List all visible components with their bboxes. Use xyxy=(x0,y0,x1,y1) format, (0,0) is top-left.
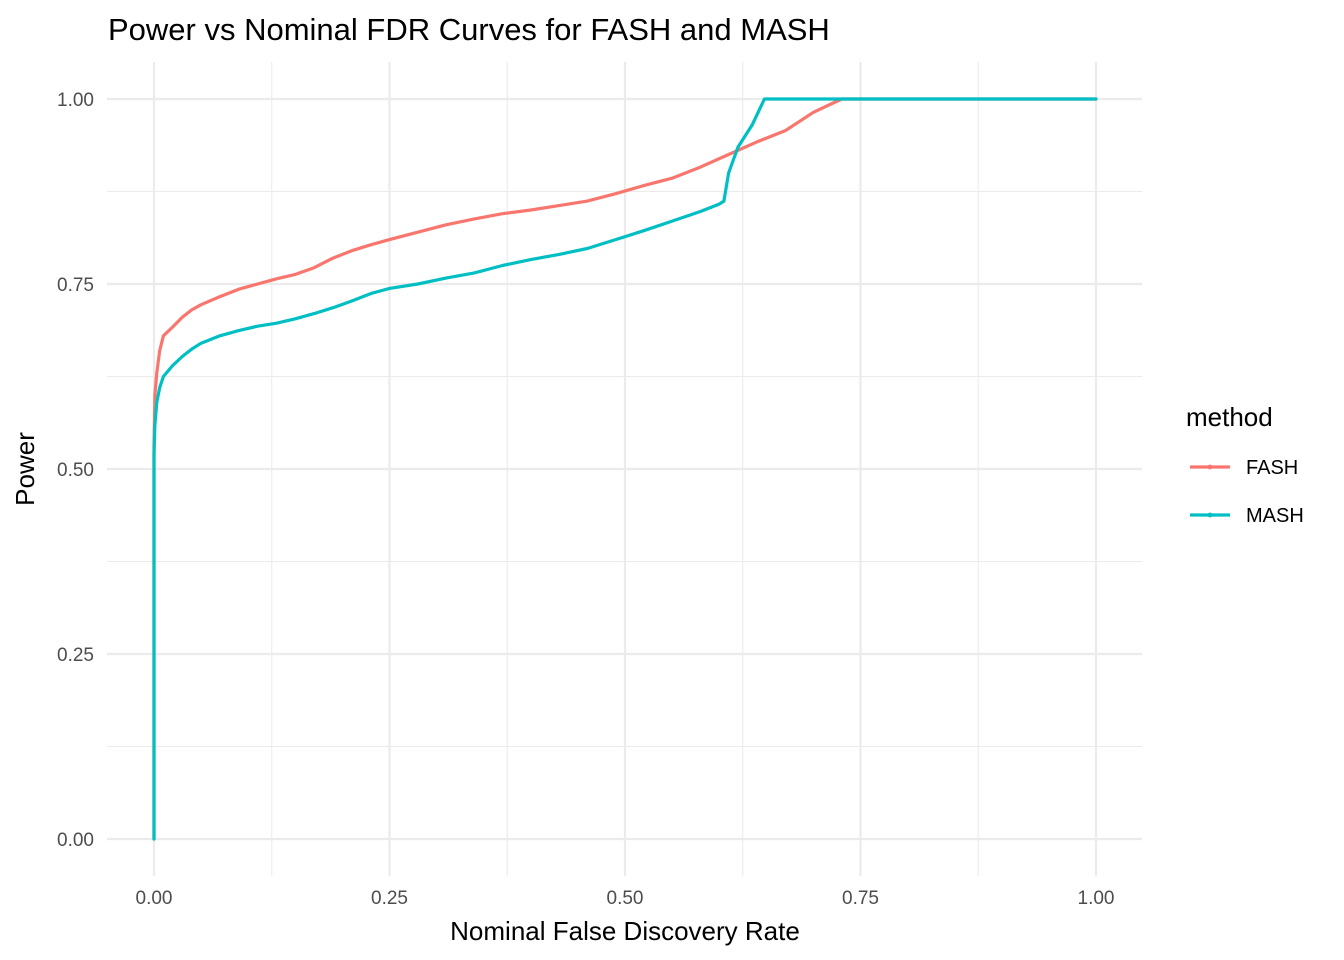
legend-item-mash: MASH xyxy=(1190,505,1304,527)
y-tick-label: 0.75 xyxy=(57,275,94,296)
y-axis-title: Power xyxy=(10,432,40,506)
x-axis-title: Nominal False Discovery Rate xyxy=(450,916,800,946)
y-tick-label: 0.00 xyxy=(57,830,94,851)
series-line-mash xyxy=(152,97,1098,841)
legend-item-fash: FASH xyxy=(1190,457,1298,479)
legend-key-point xyxy=(1207,512,1213,518)
x-tick-label: 1.00 xyxy=(1078,888,1115,909)
legend-label: FASH xyxy=(1246,457,1298,479)
legend-key-point xyxy=(1207,464,1213,470)
x-tick-label: 0.75 xyxy=(842,888,879,909)
y-tick-label: 1.00 xyxy=(57,90,94,111)
legend-label: MASH xyxy=(1246,505,1304,527)
series-line-fash xyxy=(152,97,1098,841)
x-tick-label: 0.25 xyxy=(371,888,408,909)
y-tick-label: 0.50 xyxy=(57,460,94,481)
series-group xyxy=(152,97,1098,841)
y-tick-label: 0.25 xyxy=(57,645,94,666)
grid xyxy=(107,62,1142,876)
x-tick-label: 0.00 xyxy=(136,888,173,909)
legend: method FASH MASH xyxy=(1186,402,1304,527)
legend-title: method xyxy=(1186,402,1273,432)
x-tick-label: 0.50 xyxy=(607,888,644,909)
y-tick-labels: 0.00 0.25 0.50 0.75 1.00 xyxy=(57,90,94,851)
chart-title: Power vs Nominal FDR Curves for FASH and… xyxy=(108,12,830,47)
x-tick-labels: 0.00 0.25 0.50 0.75 1.00 xyxy=(136,888,1115,909)
